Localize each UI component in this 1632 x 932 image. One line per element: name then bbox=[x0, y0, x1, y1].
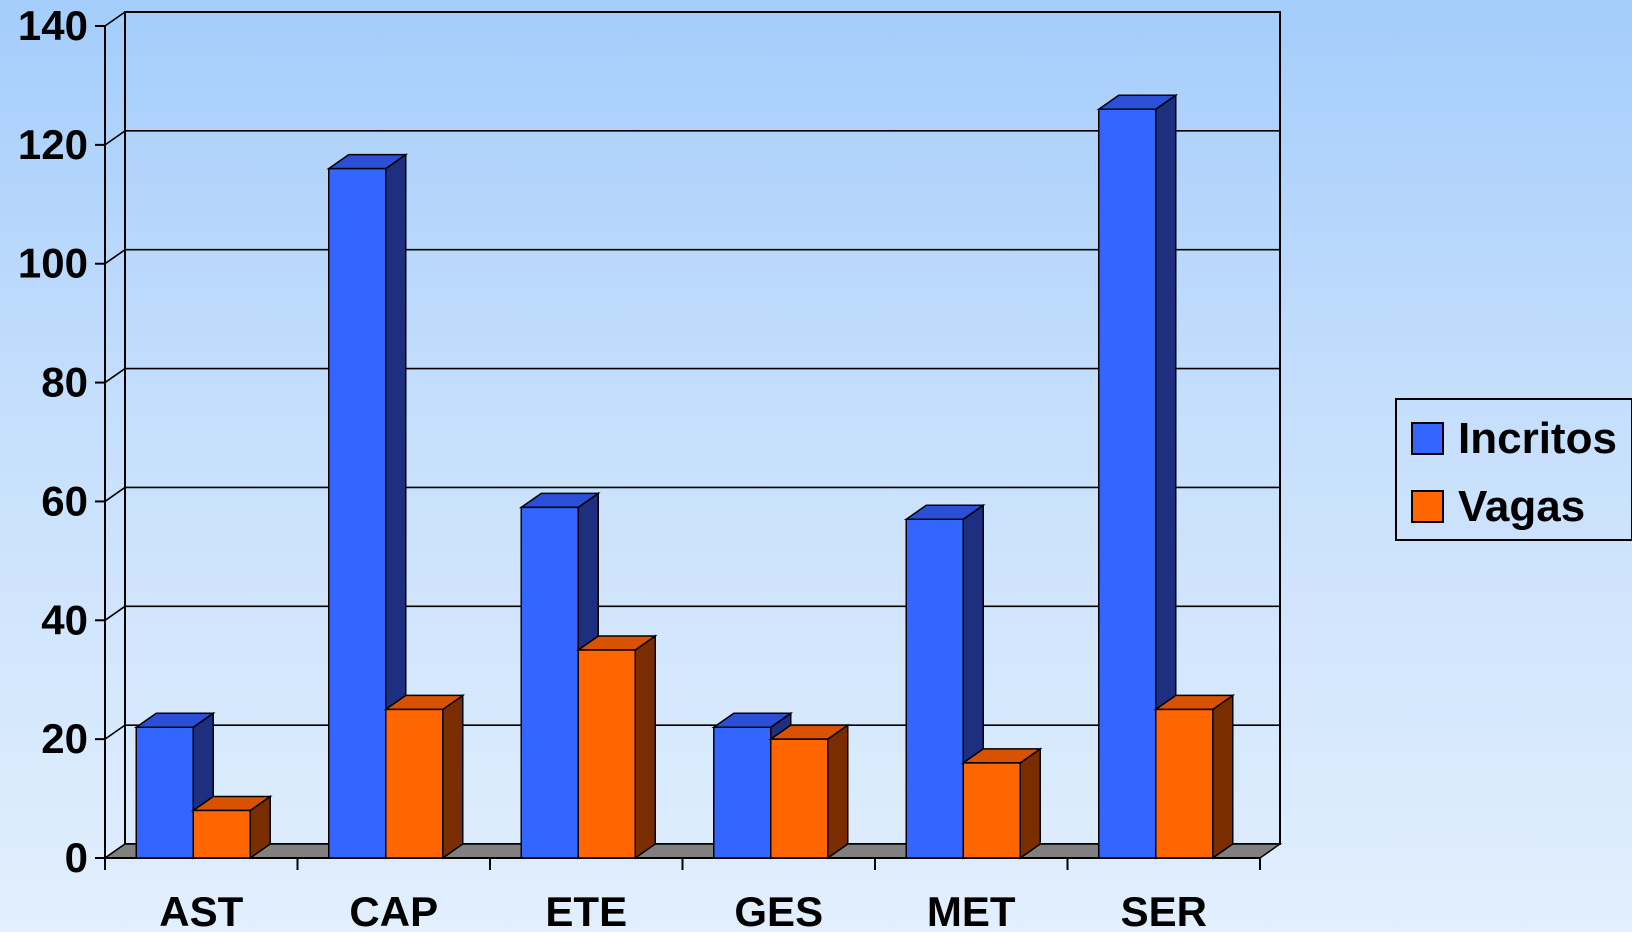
legend-swatch bbox=[1411, 490, 1444, 523]
x-tick-label: GES bbox=[734, 888, 823, 932]
bar-vagas-ete bbox=[575, 634, 658, 860]
bar-front bbox=[385, 708, 444, 859]
bar-front bbox=[1098, 108, 1157, 859]
gridlines bbox=[104, 11, 1280, 859]
bar-vagas-ast bbox=[190, 795, 273, 860]
bar-front bbox=[905, 518, 964, 859]
x-tick-label: SER bbox=[1121, 888, 1207, 932]
side-gridline bbox=[104, 605, 126, 621]
bar-vagas-cap bbox=[383, 693, 466, 860]
bar-front bbox=[192, 809, 251, 859]
y-tick-label: 120 bbox=[18, 121, 88, 168]
bar-side bbox=[1212, 693, 1234, 860]
bar-front bbox=[770, 738, 829, 859]
bar-front bbox=[713, 726, 772, 859]
bar-side bbox=[1019, 747, 1041, 860]
bars bbox=[133, 93, 1236, 860]
bar-vagas-met bbox=[960, 747, 1043, 860]
x-tick-label: CAP bbox=[349, 888, 438, 932]
bar-front bbox=[1155, 708, 1214, 859]
bar-incritos-ast bbox=[133, 711, 216, 860]
y-tick-labels: 0 20 40 60 80 100 120 140 bbox=[18, 2, 88, 881]
legend-box bbox=[1395, 398, 1632, 541]
bar-incritos-cap bbox=[326, 153, 409, 860]
bar-front bbox=[520, 506, 579, 859]
y-tick-label: 140 bbox=[18, 2, 88, 49]
legend-label: Incritos bbox=[1458, 414, 1617, 463]
bar-vagas-ser bbox=[1153, 693, 1236, 860]
side-gridline bbox=[104, 486, 126, 503]
axes bbox=[95, 12, 1261, 870]
side-gridline bbox=[104, 11, 126, 27]
x-tick-label: MET bbox=[927, 888, 1016, 932]
x-tick-label: AST bbox=[159, 888, 243, 932]
bar-front bbox=[577, 649, 636, 859]
x-tick-label: ETE bbox=[545, 888, 627, 932]
bar-vagas-ges bbox=[768, 723, 851, 860]
legend-swatch bbox=[1411, 422, 1444, 455]
side-gridline bbox=[104, 249, 126, 265]
bar-front bbox=[135, 726, 194, 859]
y-tick-label: 0 bbox=[65, 834, 88, 881]
side-gridline bbox=[104, 130, 126, 146]
legend-label: Vagas bbox=[1458, 482, 1585, 531]
bar-side bbox=[827, 723, 849, 860]
y-tick-label: 80 bbox=[41, 359, 88, 406]
side-gridline bbox=[104, 367, 126, 384]
y-tick-label: 40 bbox=[41, 596, 88, 643]
bar-front bbox=[328, 167, 387, 859]
bar-front bbox=[962, 762, 1021, 859]
x-tick-labels: AST CAP ETE GES MET SER bbox=[159, 888, 1207, 932]
bar-side bbox=[442, 693, 464, 860]
y-tick-label: 60 bbox=[41, 477, 88, 524]
side-gridline bbox=[104, 724, 126, 740]
y-tick-label: 100 bbox=[18, 240, 88, 287]
legend: Incritos Vagas bbox=[1395, 398, 1632, 541]
bar-side bbox=[634, 634, 656, 860]
y-tick-label: 20 bbox=[41, 715, 88, 762]
bar-incritos-ser bbox=[1096, 93, 1179, 860]
